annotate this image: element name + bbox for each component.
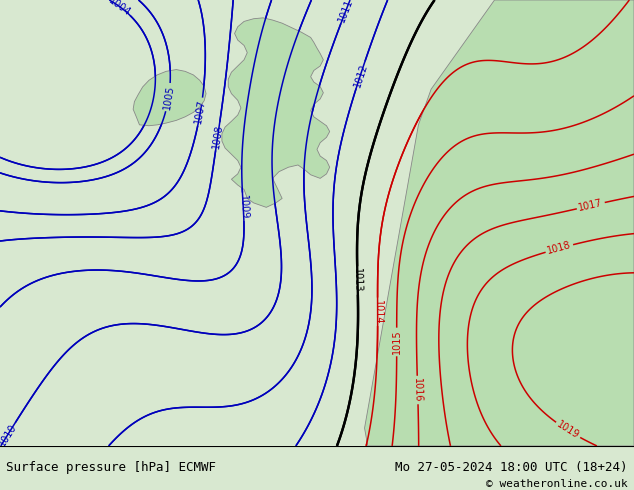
Text: 1009: 1009 (238, 194, 249, 219)
Text: 1008: 1008 (211, 123, 224, 149)
Text: 1015: 1015 (392, 330, 402, 354)
Polygon shape (365, 0, 634, 446)
Text: 1012: 1012 (352, 62, 369, 88)
Text: 1007: 1007 (193, 99, 207, 125)
Text: Surface pressure [hPa] ECMWF: Surface pressure [hPa] ECMWF (6, 462, 216, 474)
Text: Mo 27-05-2024 18:00 UTC (18+24): Mo 27-05-2024 18:00 UTC (18+24) (395, 462, 628, 474)
Text: 1004: 1004 (107, 0, 132, 18)
Text: 1011: 1011 (337, 0, 355, 24)
Text: 1010: 1010 (0, 422, 18, 448)
Text: 1005: 1005 (162, 84, 176, 110)
Polygon shape (222, 18, 330, 207)
Polygon shape (133, 70, 206, 126)
Text: 1018: 1018 (546, 240, 573, 256)
Text: © weatheronline.co.uk: © weatheronline.co.uk (486, 479, 628, 489)
Text: 1014: 1014 (373, 299, 383, 324)
Text: 1016: 1016 (412, 378, 423, 402)
Text: 1013: 1013 (353, 268, 363, 293)
Text: 1019: 1019 (555, 419, 581, 441)
Text: 1017: 1017 (578, 198, 604, 213)
